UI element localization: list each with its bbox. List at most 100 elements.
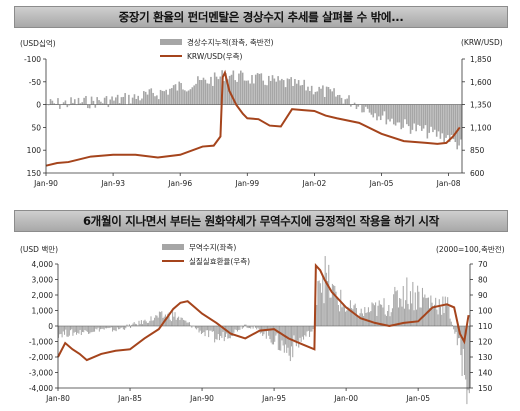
bar [441, 314, 443, 326]
bar [406, 104, 408, 125]
bar [159, 89, 162, 105]
bar [102, 326, 104, 329]
bar [73, 326, 75, 333]
bar [437, 104, 440, 132]
bar [454, 104, 457, 143]
bar [430, 104, 432, 127]
bar [68, 326, 70, 336]
bar [338, 94, 341, 105]
bar [217, 79, 220, 105]
bar [415, 309, 417, 326]
bar [418, 291, 420, 326]
bar [178, 81, 181, 105]
bar [408, 309, 410, 326]
bar [185, 91, 188, 105]
x-tick-label: Jan-90 [33, 179, 58, 188]
bar [174, 84, 177, 105]
bar [81, 102, 84, 105]
right-tick-label: 130 [478, 353, 493, 362]
bar [311, 326, 313, 332]
bar [205, 326, 207, 331]
bar [372, 303, 374, 326]
bar [329, 89, 332, 105]
bar [305, 326, 307, 337]
bar [456, 104, 458, 150]
bar [269, 80, 272, 105]
bar [212, 326, 214, 332]
bar [106, 326, 108, 329]
bar [411, 303, 413, 326]
bar [353, 305, 355, 326]
bar [379, 304, 381, 326]
bar [109, 326, 111, 328]
bar [303, 79, 306, 105]
bar [424, 294, 426, 326]
bar [378, 104, 380, 117]
bar [463, 326, 466, 375]
bar [383, 298, 385, 326]
bar [289, 326, 291, 362]
bar [213, 72, 216, 105]
bar [212, 85, 214, 105]
bar [407, 104, 410, 127]
bar [331, 91, 334, 105]
bar [445, 104, 447, 138]
bar [197, 76, 199, 105]
bar [200, 326, 202, 335]
bar [225, 73, 227, 105]
bar [163, 91, 166, 105]
bar [154, 317, 156, 326]
bar [107, 326, 109, 329]
bar [215, 76, 218, 105]
bar [169, 88, 171, 105]
bar [158, 311, 160, 326]
chart1-plot: -100 -50 0 50 100 150 1,850 1,600 1,350 1,100 850 6… [24, 37, 492, 188]
bar [466, 326, 468, 405]
bar [265, 326, 267, 339]
bar [180, 317, 182, 326]
bar [346, 98, 348, 105]
bar [144, 91, 147, 105]
bar [97, 326, 99, 328]
bar [124, 93, 126, 105]
bar [314, 91, 317, 105]
bar [361, 104, 363, 113]
bar [329, 297, 331, 326]
bar [376, 104, 378, 121]
bar [138, 320, 140, 326]
bar [64, 100, 67, 105]
bar [258, 73, 261, 105]
bar [420, 104, 423, 131]
bar [139, 323, 141, 326]
bar [73, 99, 76, 105]
bar [400, 298, 402, 326]
bar [206, 326, 208, 331]
bar [234, 80, 236, 105]
bar [442, 296, 444, 326]
bar [121, 326, 123, 328]
bar [429, 308, 431, 326]
bar [333, 285, 335, 326]
bar [425, 298, 427, 326]
bar [294, 78, 296, 105]
bar [251, 326, 253, 327]
bar [101, 326, 103, 329]
bar [419, 104, 421, 126]
bar [82, 326, 84, 332]
bar [322, 85, 324, 105]
bar [406, 277, 408, 326]
bar [111, 96, 113, 105]
bar [92, 100, 95, 105]
bar [132, 323, 134, 326]
right-tick-label: 100 [478, 307, 493, 316]
bar [422, 104, 425, 129]
bar [191, 326, 193, 328]
left-tick-label: 150 [27, 169, 42, 178]
bar [337, 95, 339, 105]
bar [199, 326, 201, 331]
bar [172, 85, 175, 105]
bar [277, 326, 279, 350]
bar [53, 103, 56, 105]
bar [86, 326, 88, 332]
bar [322, 275, 324, 326]
